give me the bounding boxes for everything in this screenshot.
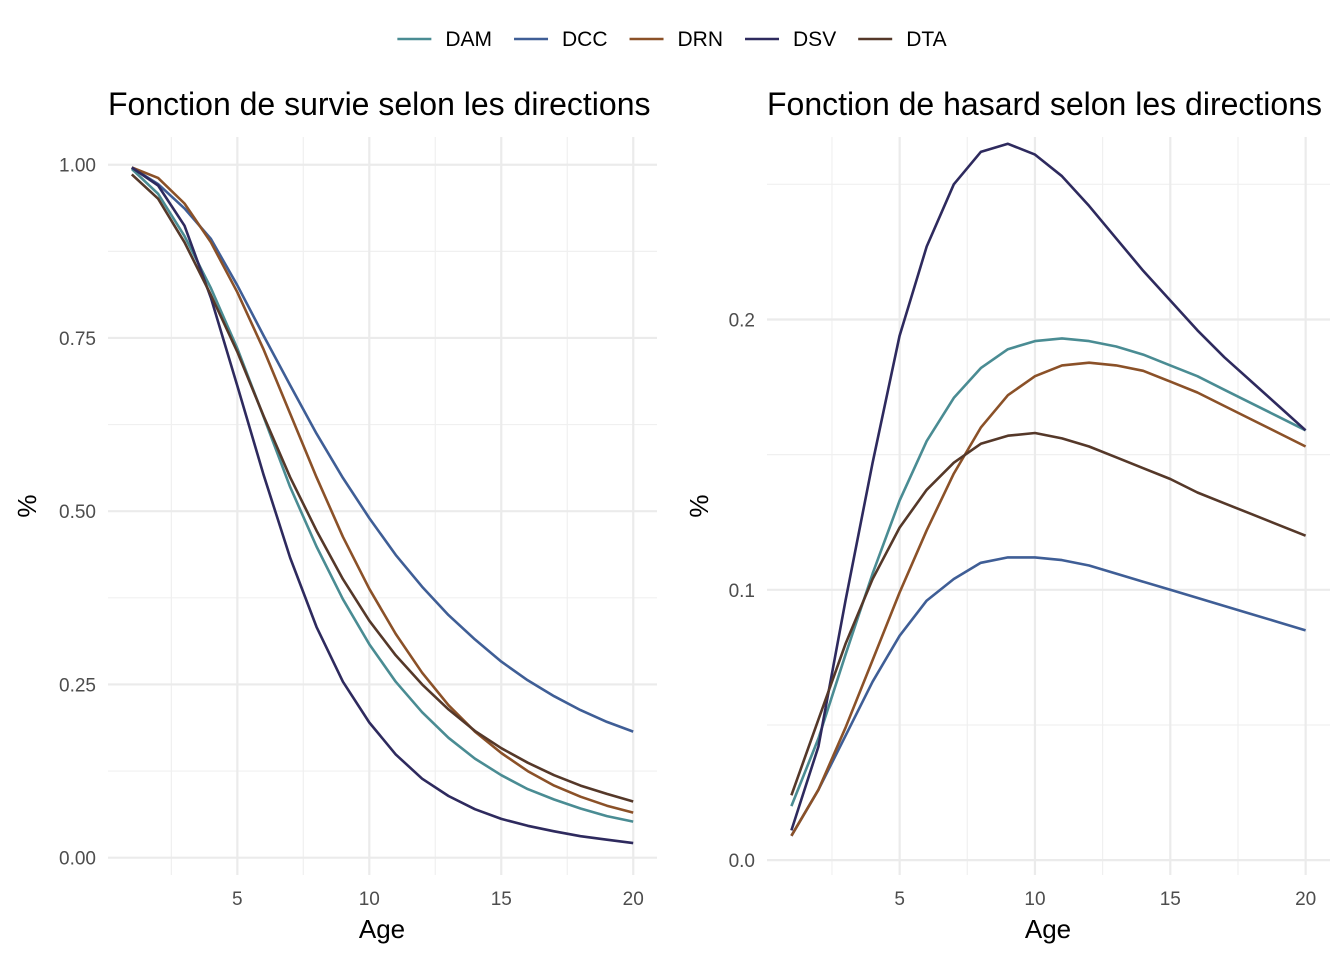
hazard-grid — [767, 137, 1330, 875]
legend-label: DAM — [445, 28, 492, 51]
legend-label: DTA — [906, 28, 946, 51]
legend-label: DRN — [678, 28, 724, 51]
survival-y-tick-label: 0.25 — [59, 675, 96, 696]
survival-panel: Fonction de survie selon les directions … — [12, 86, 657, 944]
survival-tick-labels: 5 10 15 20 0.00 0.25 0.50 0.75 1.00 — [59, 156, 644, 910]
hazard-x-tick-label: 5 — [894, 889, 905, 910]
survival-series-line-dsv — [131, 166, 634, 845]
hazard-x-tick-label: 15 — [1160, 889, 1181, 910]
survival-x-tick-label: 20 — [623, 889, 644, 910]
survival-y-tick-label: 0.00 — [59, 849, 96, 870]
hazard-series-line-dam — [790, 337, 1307, 807]
hazard-x-axis-title: Age — [1025, 914, 1071, 944]
hazard-y-tick-label: 0.1 — [729, 581, 755, 602]
survival-series-line-dcc — [131, 166, 634, 733]
survival-y-tick-label: 0.75 — [59, 329, 96, 350]
survival-y-axis-title: % — [12, 494, 42, 517]
legend-item-drn: DRN — [629, 28, 724, 51]
survival-x-axis-title: Age — [359, 914, 405, 944]
legend-item-dam: DAM — [397, 28, 492, 51]
survival-grid — [108, 137, 657, 875]
hazard-series-line-dcc — [790, 556, 1306, 837]
hazard-series — [790, 142, 1307, 837]
hazard-series-line-dsv — [790, 142, 1307, 831]
hazard-y-axis-title: % — [684, 494, 714, 517]
survival-y-tick-label: 0.50 — [59, 502, 96, 523]
legend-item-dsv: DSV — [745, 28, 836, 51]
survival-series-line-drn — [131, 166, 634, 814]
legend-item-dta: DTA — [858, 28, 947, 51]
legend-label: DCC — [562, 28, 608, 51]
survival-series-line-dta — [130, 173, 634, 803]
survival-x-tick-label: 5 — [232, 889, 243, 910]
hazard-series-line-drn — [790, 361, 1307, 837]
hazard-tick-labels: 5 10 15 20 0.0 0.1 0.2 — [729, 310, 1317, 910]
survival-x-tick-label: 15 — [491, 889, 512, 910]
survival-panel-title: Fonction de survie selon les directions — [108, 86, 651, 122]
legend-item-dcc: DCC — [514, 28, 608, 51]
survival-series-line-dam — [130, 167, 634, 823]
hazard-panel: Fonction de hasard selon les directions … — [684, 86, 1330, 944]
hazard-x-tick-label: 10 — [1024, 889, 1045, 910]
hazard-panel-title: Fonction de hasard selon les directions — [767, 86, 1322, 122]
hazard-y-tick-label: 0.2 — [729, 310, 755, 331]
hazard-series-line-dta — [790, 431, 1307, 796]
legend-label: DSV — [793, 28, 836, 51]
legend: DAM DCC DRN DSV DTA — [397, 28, 947, 51]
hazard-y-tick-label: 0.0 — [729, 851, 755, 872]
survival-x-tick-label: 10 — [359, 889, 380, 910]
hazard-x-tick-label: 20 — [1295, 889, 1316, 910]
survival-series — [130, 166, 634, 845]
survival-y-tick-label: 1.00 — [59, 156, 96, 177]
